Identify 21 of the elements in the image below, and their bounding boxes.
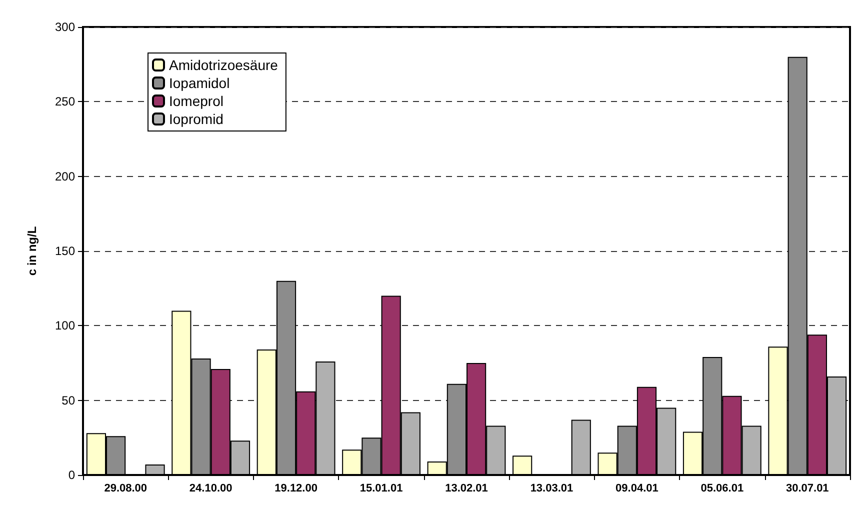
- x-tick-label: 30.07.01: [786, 482, 829, 494]
- x-tick-label: 09.04.01: [616, 482, 658, 494]
- y-tick-label: 250: [54, 94, 76, 109]
- x-tick-label: 19.12.00: [274, 482, 318, 494]
- legend-label: Amidotrizoesäure: [169, 57, 278, 73]
- y-tick-label: 0: [68, 468, 76, 482]
- y-tick-label: 100: [54, 318, 76, 333]
- x-tick-label: 05.06.01: [700, 482, 744, 494]
- y-tick-label: 150: [54, 244, 76, 258]
- x-tick-label: 24.10.00: [189, 482, 232, 494]
- x-tick-label: 29.08.00: [104, 482, 148, 494]
- legend-label: Iopamidol: [169, 75, 230, 91]
- x-tick-label: 13.02.01: [445, 482, 488, 494]
- legend-label: Iopromid: [169, 111, 224, 127]
- y-tick-label: 300: [54, 20, 76, 34]
- y-axis-title: c in ng/L: [25, 226, 39, 276]
- x-tick-label: 15.01.01: [360, 482, 403, 494]
- y-tick-label: 50: [62, 393, 76, 408]
- y-tick-label: 200: [54, 169, 76, 184]
- x-tick-label: 13.03.01: [530, 482, 574, 494]
- legend-label: Iomeprol: [169, 93, 224, 109]
